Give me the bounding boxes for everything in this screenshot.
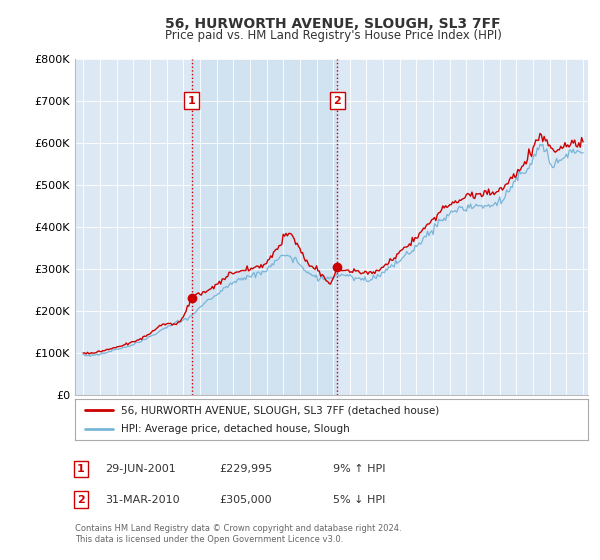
Text: 56, HURWORTH AVENUE, SLOUGH, SL3 7FF (detached house): 56, HURWORTH AVENUE, SLOUGH, SL3 7FF (de… [121, 405, 439, 415]
Text: 1: 1 [188, 96, 196, 106]
Text: £305,000: £305,000 [219, 494, 272, 505]
Text: £229,995: £229,995 [219, 464, 272, 474]
Text: 1: 1 [77, 464, 85, 474]
Text: 5% ↓ HPI: 5% ↓ HPI [333, 494, 385, 505]
Text: Contains HM Land Registry data © Crown copyright and database right 2024.
This d: Contains HM Land Registry data © Crown c… [75, 524, 401, 544]
Text: 29-JUN-2001: 29-JUN-2001 [105, 464, 176, 474]
Bar [191, 59, 337, 395]
Text: 56, HURWORTH AVENUE, SLOUGH, SL3 7FF: 56, HURWORTH AVENUE, SLOUGH, SL3 7FF [165, 17, 501, 31]
Text: HPI: Average price, detached house, Slough: HPI: Average price, detached house, Slou… [121, 424, 350, 433]
Text: 2: 2 [77, 494, 85, 505]
Text: 9% ↑ HPI: 9% ↑ HPI [333, 464, 386, 474]
Text: 31-MAR-2010: 31-MAR-2010 [105, 494, 179, 505]
Text: Price paid vs. HM Land Registry's House Price Index (HPI): Price paid vs. HM Land Registry's House … [164, 29, 502, 42]
Text: 2: 2 [334, 96, 341, 106]
